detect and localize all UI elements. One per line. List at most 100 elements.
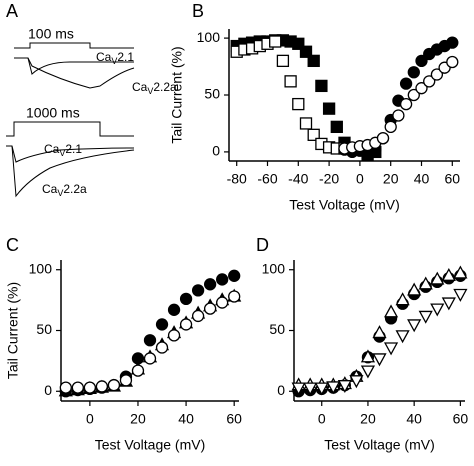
point — [418, 276, 433, 290]
point — [326, 381, 341, 395]
point — [446, 36, 459, 49]
point — [71, 381, 84, 394]
point — [383, 342, 399, 356]
trace-label: CaV2.2a — [132, 80, 177, 96]
x-tick-label: 0 — [86, 411, 94, 427]
y-tick-label: 0 — [277, 382, 285, 398]
y-tick-label: 50 — [269, 321, 285, 337]
voltage-protocol — [6, 121, 134, 137]
point — [228, 269, 241, 282]
point — [322, 102, 336, 115]
x-tick-label: 20 — [130, 411, 146, 427]
label-main: Ca — [42, 182, 58, 196]
point — [372, 353, 387, 367]
x-tick-label: 60 — [453, 411, 469, 427]
point — [372, 325, 387, 339]
chart: C 0 20 40 60 0 50 100 Test Voltage (mV) Tail Curr… — [5, 235, 242, 453]
point — [453, 288, 468, 302]
label-sub: V — [59, 148, 65, 158]
x-tick-label: 60 — [226, 411, 242, 427]
point — [430, 271, 445, 285]
trace — [6, 145, 135, 163]
panel-label: A — [6, 1, 18, 21]
point — [203, 278, 217, 291]
point — [299, 117, 313, 130]
scale-label: 100 ms — [28, 26, 74, 42]
point — [216, 273, 229, 286]
point — [383, 304, 399, 318]
point — [269, 35, 282, 48]
trace — [14, 57, 134, 75]
chart: B -80 -60 -40 -20 0 20 40 60 0 50 100 Test Voltage (… — [169, 1, 461, 213]
label-main: Ca — [96, 50, 112, 64]
point — [155, 341, 169, 354]
y-tick-label: 100 — [197, 29, 221, 45]
point — [441, 267, 456, 281]
panel-label: D — [256, 235, 269, 255]
x-tick-label: -60 — [257, 171, 277, 187]
x-tick-label: -20 — [319, 171, 339, 187]
point — [203, 302, 217, 315]
label-main: Ca — [44, 142, 60, 156]
point — [399, 97, 413, 111]
point — [415, 82, 428, 95]
point — [415, 54, 428, 68]
scale-label: 1000 ms — [26, 105, 80, 121]
y-tick-label: 50 — [204, 86, 220, 102]
point — [407, 88, 420, 102]
trace-label: CaV2.1 — [96, 50, 134, 66]
trace — [27, 57, 135, 89]
point — [349, 375, 364, 389]
point — [307, 128, 320, 141]
y-tick-label: 0 — [44, 382, 52, 398]
x-tick-label: 40 — [178, 411, 194, 427]
point — [228, 290, 241, 303]
point — [179, 292, 193, 306]
point — [418, 310, 433, 324]
point — [399, 77, 413, 90]
point — [307, 54, 320, 68]
x-tick-label: 20 — [360, 411, 376, 427]
point — [292, 37, 305, 50]
trace-label: CaV2.2a — [42, 182, 87, 198]
point — [360, 365, 376, 379]
point — [299, 45, 313, 58]
point — [155, 318, 169, 331]
label-sub: V — [111, 56, 117, 66]
label-rest: 2.1 — [65, 142, 82, 156]
x-tick-label: 0 — [318, 411, 326, 427]
point — [216, 296, 229, 309]
point — [446, 55, 459, 69]
point — [395, 330, 410, 344]
y-tick-label: 50 — [36, 321, 52, 337]
x-tick-label: 60 — [445, 171, 461, 187]
point — [337, 380, 352, 394]
point — [453, 265, 468, 279]
point — [83, 381, 97, 394]
point — [131, 364, 145, 377]
voltage-protocol — [14, 42, 134, 49]
x-axis-label: Test Voltage (mV) — [324, 437, 435, 453]
y-axis-label: Tail Current (%) — [5, 282, 21, 379]
point — [441, 297, 456, 311]
label-sub: V — [57, 188, 63, 198]
point — [59, 381, 72, 394]
point — [107, 379, 121, 392]
point — [430, 303, 445, 317]
label-sub: V — [147, 86, 153, 96]
x-axis-label: Test Voltage (mV) — [95, 437, 206, 453]
point — [430, 68, 444, 81]
point — [423, 75, 436, 88]
y-tick-label: 0 — [212, 143, 220, 159]
point — [119, 374, 133, 387]
point — [191, 284, 205, 297]
point — [276, 54, 290, 68]
y-tick-label: 100 — [29, 260, 53, 276]
point — [167, 303, 181, 316]
panel-a: A 100 ms 1000 ms — [6, 1, 135, 198]
point — [360, 349, 376, 363]
x-tick-label: 0 — [356, 171, 364, 187]
panel-label: B — [192, 1, 204, 21]
